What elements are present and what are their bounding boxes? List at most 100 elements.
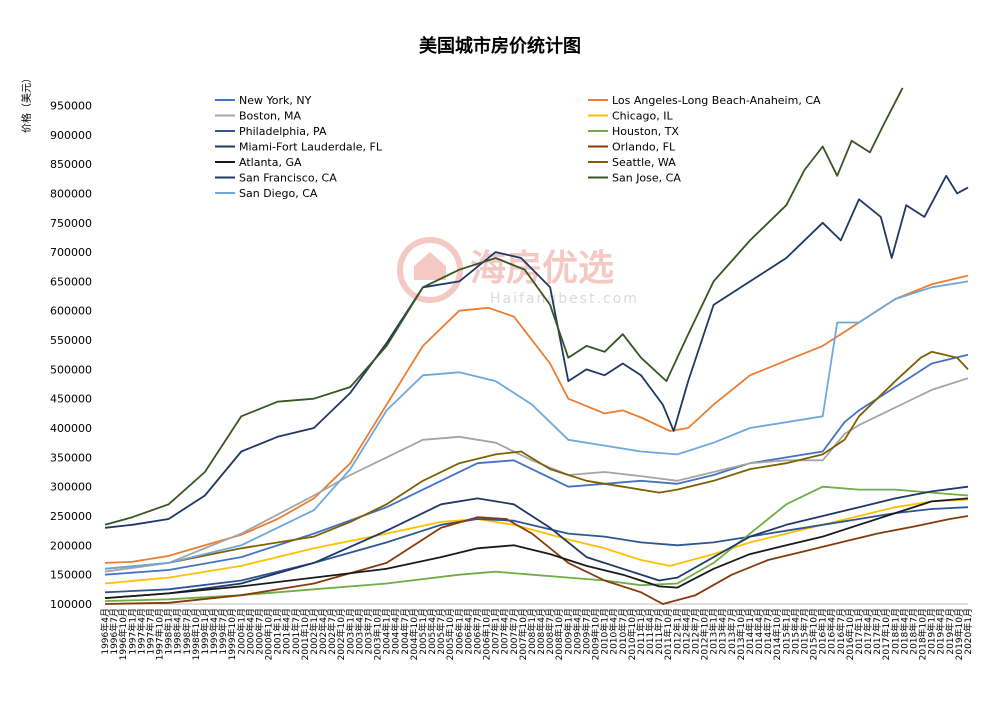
x-tick-label: 2009年4月 xyxy=(571,608,583,655)
x-tick-label: 2012年10月 xyxy=(699,608,711,660)
y-tick-label: 700000 xyxy=(50,246,92,259)
legend-label: Chicago, IL xyxy=(612,110,673,123)
x-tick-label: 2004年7月 xyxy=(399,608,411,655)
legend-label: Boston, MA xyxy=(239,110,302,123)
x-tick-label: 2010年7月 xyxy=(617,608,629,655)
legend-label: Miami-Fort Lauderdale, FL xyxy=(239,141,383,154)
x-tick-label: 2003年7月 xyxy=(362,608,374,655)
y-tick-label: 150000 xyxy=(50,569,92,582)
watermark-house-icon xyxy=(414,252,446,280)
x-tick-label: 2009年10月 xyxy=(590,608,602,660)
x-tick-label: 2014年4月 xyxy=(753,608,765,655)
legend-label: Atlanta, GA xyxy=(239,156,302,169)
legend-item: San Jose, CA xyxy=(588,172,681,185)
x-tick-label: 2014年1月 xyxy=(744,608,756,655)
legend-label: Seattle, WA xyxy=(612,156,676,169)
x-tick-label: 2018年7月 xyxy=(907,608,919,655)
series-line xyxy=(104,353,969,576)
x-tick-label: 2013年4月 xyxy=(717,608,729,655)
x-axis: 1996年4月 1996年7月 1996年10月 1997年1月 1997年4月 1997… xyxy=(99,603,974,660)
legend: New York, NY Los Angeles-Long Beach-Anahe… xyxy=(215,94,821,200)
series-line xyxy=(104,350,969,570)
x-tick-label: 2003年1月 xyxy=(344,608,356,655)
series-line xyxy=(104,174,969,529)
x-tick-label: 2012年4月 xyxy=(680,608,692,655)
x-tick-label: 2011年1月 xyxy=(635,608,647,655)
series-line xyxy=(104,485,969,599)
x-tick-label: 2000年1月 xyxy=(235,608,247,655)
x-tick-label: 2008年4月 xyxy=(535,608,547,655)
series-lines xyxy=(104,87,969,605)
legend-label: Los Angeles-Long Beach-Anaheim, CA xyxy=(612,94,821,107)
x-tick-label: 2001年1月 xyxy=(272,608,284,655)
y-tick-label: 250000 xyxy=(50,510,92,523)
series-line xyxy=(104,515,969,605)
x-tick-label: 2015年10月 xyxy=(808,608,820,660)
x-tick-label: 2016年7月 xyxy=(835,608,847,655)
x-tick-label: 2018年10月 xyxy=(917,608,929,660)
x-tick-label: 1999年4月 xyxy=(208,608,220,655)
x-tick-label: 2004年1月 xyxy=(381,608,393,655)
x-tick-label: 2000年7月 xyxy=(253,608,265,655)
legend-item: Chicago, IL xyxy=(588,110,673,123)
x-tick-label: 2018年4月 xyxy=(898,608,910,655)
x-tick-label: 2007年7月 xyxy=(508,608,520,655)
legend-label: Philadelphia, PA xyxy=(239,125,327,138)
y-axis: 100000 150000 200000 250000 300000 350000 4000… xyxy=(50,99,92,611)
x-tick-label: 2014年10月 xyxy=(771,608,783,660)
x-tick-label: 2017年7月 xyxy=(871,608,883,655)
x-tick-label: 2011年7月 xyxy=(653,608,665,655)
x-tick-label: 2002年1月 xyxy=(308,608,320,655)
x-tick-label: 1997年7月 xyxy=(144,608,156,655)
x-tick-label: 2015年1月 xyxy=(780,608,792,655)
x-tick-label: 2013年7月 xyxy=(726,608,738,655)
x-tick-label: 2007年10月 xyxy=(517,608,529,660)
y-tick-label: 850000 xyxy=(50,158,92,171)
x-tick-label: 2006年10月 xyxy=(481,608,493,660)
legend-item: Los Angeles-Long Beach-Anaheim, CA xyxy=(588,94,821,107)
series-line xyxy=(104,497,969,599)
y-tick-label: 550000 xyxy=(50,334,92,347)
legend-item: Orlando, FL xyxy=(588,141,676,154)
x-tick-label: 1997年1月 xyxy=(126,608,138,655)
series-line xyxy=(104,280,969,570)
legend-label: San Diego, CA xyxy=(239,187,318,200)
y-tick-label: 900000 xyxy=(50,129,92,142)
x-tick-label: 2006年7月 xyxy=(471,608,483,655)
x-tick-label: 2016年4月 xyxy=(826,608,838,655)
x-tick-label: 2012年7月 xyxy=(689,608,701,655)
x-tick-label: 2006年4月 xyxy=(462,608,474,655)
x-tick-label: 1996年7月 xyxy=(108,608,120,655)
x-tick-label: 1996年10月 xyxy=(117,608,129,660)
legend-item: Seattle, WA xyxy=(588,156,676,169)
x-tick-label: 1997年10月 xyxy=(154,608,166,660)
x-tick-label: 2018年1月 xyxy=(889,608,901,655)
x-tick-label: 2011年4月 xyxy=(644,608,656,655)
x-tick-label: 1997年4月 xyxy=(135,608,147,655)
y-tick-label: 300000 xyxy=(50,481,92,494)
x-tick-label: 2007年1月 xyxy=(490,608,502,655)
chart-title: 美国城市房价统计图 xyxy=(419,35,581,57)
x-tick-label: 2020年1月 xyxy=(962,608,974,655)
x-tick-label: 2017年1月 xyxy=(853,608,865,655)
legend-label: Houston, TX xyxy=(612,125,679,138)
x-tick-label: 2015年4月 xyxy=(789,608,801,655)
y-tick-label: 500000 xyxy=(50,363,92,376)
legend-label: San Francisco, CA xyxy=(239,172,337,185)
x-tick-label: 1998年7月 xyxy=(181,608,193,655)
x-tick-label: 1998年4月 xyxy=(172,608,184,655)
x-tick-label: 1996年4月 xyxy=(99,608,111,655)
x-tick-label: 2002年4月 xyxy=(317,608,329,655)
x-tick-label: 1998年1月 xyxy=(163,608,175,655)
x-tick-label: 2013年10月 xyxy=(735,608,747,660)
x-tick-label: 1998年10月 xyxy=(190,608,202,660)
y-tick-label: 600000 xyxy=(50,305,92,318)
x-tick-label: 1999年1月 xyxy=(199,608,211,655)
x-tick-label: 1999年10月 xyxy=(226,608,238,660)
series-line xyxy=(104,274,969,564)
y-tick-label: 350000 xyxy=(50,451,92,464)
x-tick-label: 2001年10月 xyxy=(299,608,311,660)
x-tick-label: 2005年7月 xyxy=(435,608,447,655)
y-tick-label: 100000 xyxy=(50,598,92,611)
